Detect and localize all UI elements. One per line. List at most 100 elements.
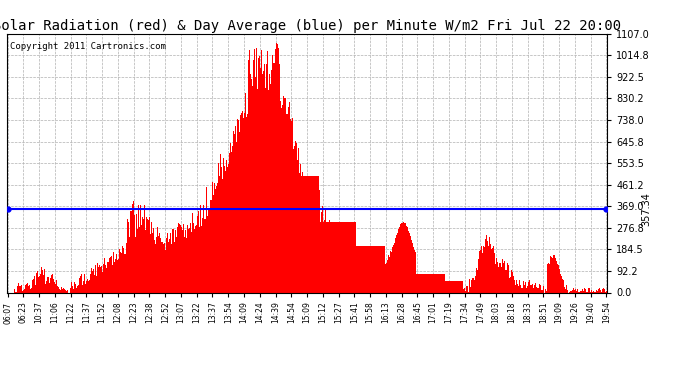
Bar <box>550 258 551 292</box>
Bar <box>195 215 196 292</box>
Bar <box>18 284 19 292</box>
Bar <box>147 219 148 292</box>
Bar <box>443 274 444 292</box>
Bar <box>332 222 333 292</box>
Bar <box>489 240 491 292</box>
Bar <box>488 246 489 292</box>
Bar <box>193 223 194 292</box>
Bar <box>388 255 389 292</box>
Bar <box>535 283 536 292</box>
Bar <box>369 246 370 292</box>
Bar <box>288 107 289 292</box>
Bar <box>59 289 60 292</box>
Bar <box>353 222 354 292</box>
Bar <box>515 277 516 292</box>
Bar <box>407 227 408 292</box>
Bar <box>450 281 451 292</box>
Bar <box>319 190 320 292</box>
Bar <box>508 268 509 292</box>
Bar <box>442 274 443 292</box>
Bar <box>165 250 166 292</box>
Bar <box>542 290 543 292</box>
Bar <box>261 67 262 292</box>
Bar <box>469 279 470 292</box>
Bar <box>111 256 112 292</box>
Bar <box>586 290 587 292</box>
Bar <box>524 285 525 292</box>
Bar <box>40 274 41 292</box>
Bar <box>316 176 317 292</box>
Bar <box>521 287 522 292</box>
Bar <box>249 51 250 292</box>
Bar <box>439 274 440 292</box>
Bar <box>284 112 286 292</box>
Bar <box>82 285 83 292</box>
Bar <box>502 267 503 292</box>
Bar <box>287 106 288 292</box>
Bar <box>220 154 221 292</box>
Bar <box>317 176 318 292</box>
Bar <box>308 176 309 292</box>
Bar <box>386 255 387 292</box>
Bar <box>483 246 484 292</box>
Bar <box>427 274 428 292</box>
Bar <box>191 232 192 292</box>
Bar <box>424 274 425 292</box>
Bar <box>286 114 287 292</box>
Bar <box>478 259 479 292</box>
Bar <box>599 288 600 292</box>
Bar <box>466 286 467 292</box>
Bar <box>188 229 189 292</box>
Bar <box>156 244 157 292</box>
Bar <box>436 274 437 292</box>
Bar <box>341 222 342 292</box>
Bar <box>334 222 335 292</box>
Bar <box>437 274 438 292</box>
Bar <box>55 285 56 292</box>
Bar <box>548 263 549 292</box>
Bar <box>132 219 133 292</box>
Bar <box>485 239 486 292</box>
Bar <box>494 254 495 292</box>
Bar <box>345 222 346 292</box>
Bar <box>394 243 395 292</box>
Bar <box>211 200 213 292</box>
Bar <box>522 288 523 292</box>
Bar <box>78 285 79 292</box>
Bar <box>471 280 472 292</box>
Bar <box>228 164 229 292</box>
Bar <box>387 260 388 292</box>
Bar <box>354 222 355 292</box>
Bar <box>538 288 539 292</box>
Bar <box>144 205 145 292</box>
Bar <box>533 290 535 292</box>
Bar <box>53 279 54 292</box>
Bar <box>280 101 281 292</box>
Bar <box>573 290 574 292</box>
Bar <box>77 281 78 292</box>
Bar <box>385 264 386 292</box>
Bar <box>505 270 506 292</box>
Bar <box>325 210 326 292</box>
Bar <box>367 246 368 292</box>
Bar <box>399 227 400 292</box>
Bar <box>292 118 293 292</box>
Bar <box>290 119 291 292</box>
Bar <box>361 246 362 292</box>
Bar <box>20 286 21 292</box>
Bar <box>95 265 96 292</box>
Bar <box>585 289 586 292</box>
Bar <box>159 233 160 292</box>
Bar <box>473 280 474 292</box>
Bar <box>128 222 129 292</box>
Bar <box>304 176 305 292</box>
Bar <box>145 230 146 292</box>
Bar <box>459 281 460 292</box>
Bar <box>177 227 178 292</box>
Bar <box>313 176 314 292</box>
Bar <box>447 281 448 292</box>
Bar <box>523 281 524 292</box>
Bar <box>94 275 95 292</box>
Bar <box>251 79 252 292</box>
Bar <box>576 291 577 292</box>
